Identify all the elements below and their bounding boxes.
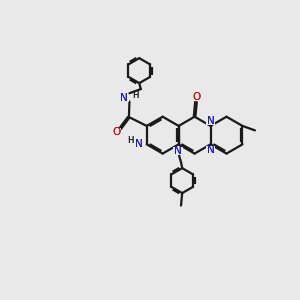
Text: H: H — [132, 91, 139, 100]
FancyBboxPatch shape — [192, 93, 200, 101]
FancyBboxPatch shape — [134, 140, 143, 148]
Text: N: N — [134, 140, 142, 149]
Text: N: N — [207, 145, 214, 155]
Text: N: N — [120, 93, 128, 103]
Text: N: N — [207, 145, 214, 155]
Text: N: N — [120, 93, 128, 103]
Text: O: O — [112, 128, 121, 137]
Text: N: N — [134, 140, 142, 149]
FancyBboxPatch shape — [206, 146, 215, 154]
Text: O: O — [192, 92, 200, 102]
Text: N: N — [174, 146, 182, 156]
FancyBboxPatch shape — [173, 147, 183, 155]
Text: N: N — [174, 146, 182, 156]
Text: H: H — [132, 91, 139, 100]
Text: O: O — [112, 128, 121, 137]
FancyBboxPatch shape — [206, 116, 215, 125]
Text: H: H — [127, 136, 134, 145]
Text: N: N — [207, 116, 214, 126]
Text: H: H — [127, 136, 134, 145]
FancyBboxPatch shape — [112, 128, 121, 136]
Text: O: O — [192, 92, 200, 102]
Text: N: N — [207, 116, 214, 126]
FancyBboxPatch shape — [119, 94, 129, 102]
